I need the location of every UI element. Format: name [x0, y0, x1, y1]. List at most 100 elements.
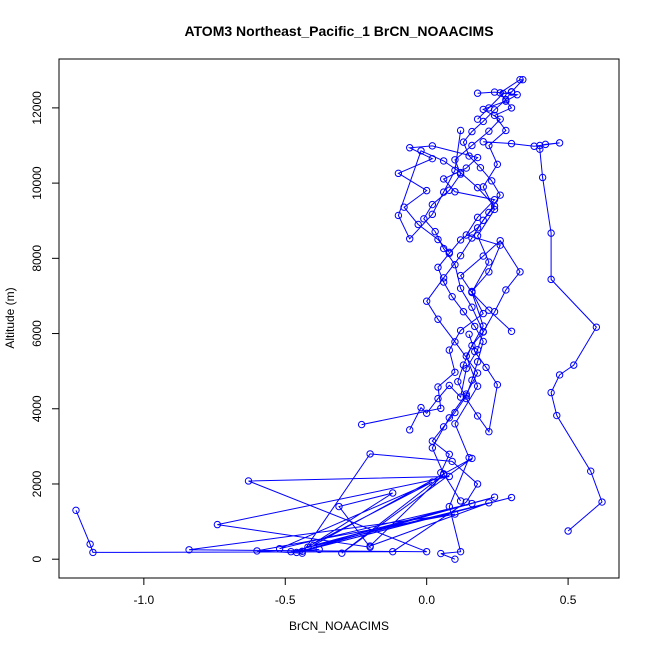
x-axis: -1.0 -0.5 0.0 0.5 — [134, 577, 577, 607]
data-point — [516, 268, 524, 276]
y-tick-label: 6000 — [30, 320, 44, 347]
data-point — [445, 450, 454, 458]
series-line — [483, 141, 603, 532]
data-point — [422, 409, 431, 417]
y-tick-label: 0 — [30, 556, 44, 563]
data-point — [541, 140, 550, 149]
data-point — [473, 369, 482, 377]
data-point — [473, 358, 482, 366]
data-point — [459, 308, 468, 316]
data-point — [468, 127, 476, 136]
data-point — [456, 284, 465, 293]
data-point — [507, 139, 516, 148]
data-point — [490, 88, 499, 96]
data-point — [417, 403, 425, 412]
data-point — [507, 88, 516, 96]
data-point — [445, 381, 454, 390]
data-point — [428, 444, 437, 452]
data-point — [451, 166, 459, 175]
data-point — [451, 261, 459, 269]
x-tick-label: -0.5 — [275, 593, 296, 607]
data-point — [456, 126, 465, 135]
data-point — [482, 363, 490, 372]
data-point — [439, 157, 448, 165]
data-point — [253, 547, 261, 555]
data-point — [462, 394, 470, 403]
data-point — [389, 547, 397, 556]
data-point — [422, 297, 431, 305]
data-point — [445, 249, 454, 258]
data-point — [451, 338, 459, 346]
data-point — [468, 341, 476, 350]
data-point — [473, 412, 482, 420]
data-point — [538, 173, 547, 182]
data-point — [502, 126, 510, 135]
data-point — [479, 117, 487, 126]
data-point — [451, 420, 459, 428]
data-point — [406, 426, 414, 434]
data-point — [479, 309, 487, 318]
data-point — [502, 95, 510, 104]
data-point — [564, 527, 572, 535]
x-tick-label: -1.0 — [134, 593, 155, 607]
data-point — [479, 337, 487, 346]
data-point — [213, 520, 222, 529]
data-point — [516, 75, 524, 84]
data-point — [451, 555, 459, 563]
data-point — [292, 548, 301, 557]
data-point — [465, 330, 473, 338]
series-line — [431, 91, 512, 473]
data-point — [456, 547, 465, 556]
data-point — [490, 202, 499, 210]
data-point — [490, 111, 499, 120]
data-point — [519, 75, 527, 84]
data-point — [473, 183, 482, 192]
data-point — [275, 544, 284, 553]
data-point — [454, 377, 462, 386]
data-point — [428, 142, 437, 150]
data-point — [536, 141, 544, 150]
data-point — [315, 545, 323, 554]
data-point — [479, 216, 487, 225]
data-point — [462, 164, 470, 172]
data-point — [587, 467, 595, 475]
data-point — [406, 235, 414, 243]
x-axis-label: BrCN_NOAACIMS — [289, 619, 389, 633]
data-point — [485, 268, 493, 276]
data-point — [420, 215, 428, 223]
data-point — [366, 450, 374, 458]
data-point — [451, 156, 459, 164]
data-point — [448, 292, 456, 301]
data-point — [553, 411, 561, 420]
data-point — [417, 147, 425, 155]
data-point — [434, 383, 442, 391]
data-point — [422, 186, 431, 195]
data-point — [513, 91, 521, 99]
data-point — [555, 371, 564, 379]
data-point — [479, 105, 487, 114]
data-point — [536, 145, 544, 153]
data-point — [335, 502, 343, 511]
data-point — [431, 227, 439, 236]
data-point — [468, 288, 476, 297]
data-point — [437, 404, 445, 413]
data-point — [72, 506, 80, 515]
y-tick-label: 8000 — [30, 245, 44, 272]
data-point — [244, 477, 253, 485]
data-point — [598, 498, 606, 506]
data-point — [406, 144, 414, 152]
data-point — [459, 138, 468, 146]
data-point — [434, 263, 442, 272]
data-point — [473, 213, 482, 222]
data-point — [428, 210, 437, 219]
data-point — [485, 428, 493, 436]
data-point — [428, 200, 437, 209]
data-point — [496, 191, 504, 199]
data-point — [465, 152, 473, 160]
data-point — [468, 499, 476, 508]
data-point — [471, 347, 479, 356]
data-point — [445, 414, 454, 422]
data-point — [434, 394, 442, 403]
x-tick-label: 0.5 — [560, 593, 577, 607]
